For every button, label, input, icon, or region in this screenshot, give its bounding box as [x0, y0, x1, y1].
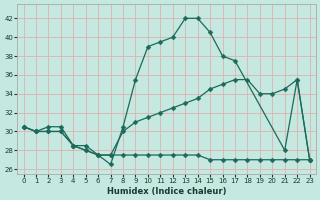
X-axis label: Humidex (Indice chaleur): Humidex (Indice chaleur)	[107, 187, 226, 196]
